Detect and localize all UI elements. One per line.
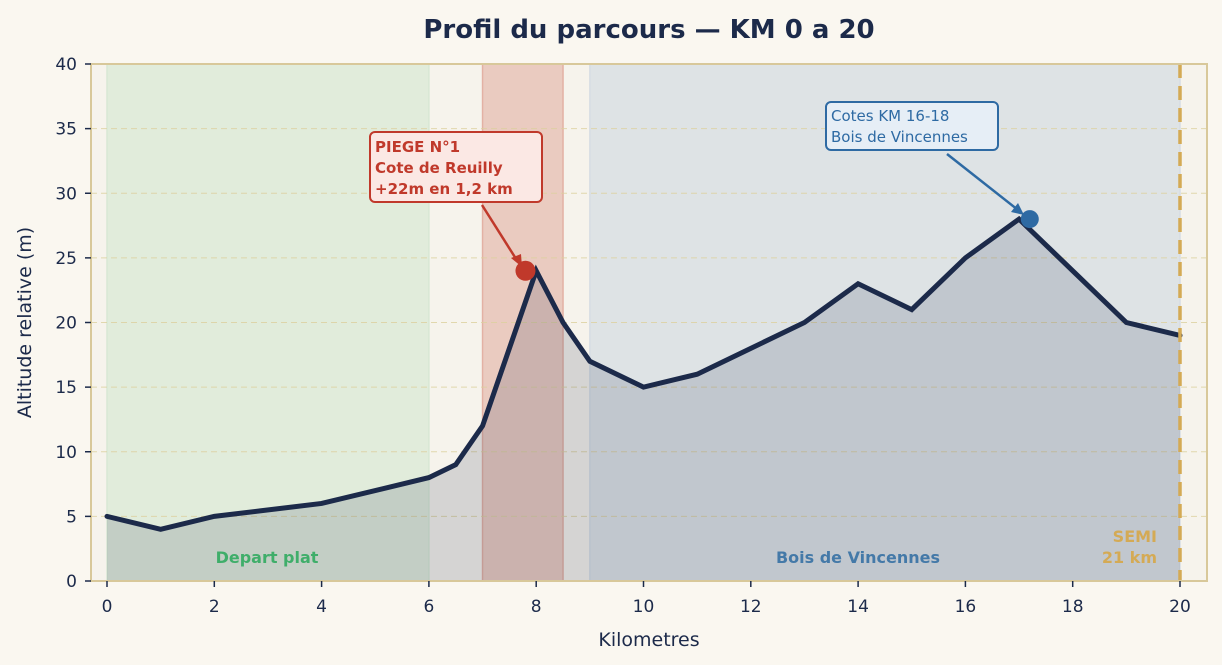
hills-arrow [946,153,1019,211]
y-tick-label: 10 [55,443,77,463]
x-tick-label: 12 [740,597,762,617]
hills-arrowhead [1011,203,1024,215]
y-tick-label: 30 [55,184,77,204]
x-tick-label: 4 [316,597,327,617]
altitude-line [104,215,1183,532]
trap-annotation-box [369,131,543,203]
trap-annotation-text: +22m en 1,2 km [375,180,513,198]
semi-label: SEMI [1113,527,1157,546]
trap-marker [515,260,536,281]
hills-annotation-box [825,101,999,151]
y-axis-label: Altitude relative (m) [14,227,36,418]
zone-label-bois: Bois de Vincennes [776,548,940,567]
y-tick-label: 35 [55,120,77,140]
x-tick-label: 14 [847,597,869,617]
zone-label-depart: Depart plat [216,548,319,567]
chart-title: Profil du parcours — KM 0 a 20 [423,15,874,45]
y-tick-label: 5 [66,507,77,527]
y-tick-label: 0 [66,572,77,592]
hills-annotation-text: Cotes KM 16-18 [831,107,949,125]
x-tick-label: 18 [1062,597,1084,617]
x-tick-label: 20 [1169,597,1191,617]
hills-annotation-text: Bois de Vincennes [831,128,968,146]
hills-marker [1020,210,1039,229]
trap-arrow [480,204,520,263]
y-tick-label: 25 [55,249,77,269]
x-tick-label: 6 [423,597,434,617]
y-tick-label: 20 [55,314,77,334]
x-tick-label: 2 [209,597,220,617]
x-axis-label: Kilometres [598,629,699,651]
x-tick-label: 10 [633,597,655,617]
x-tick-label: 8 [531,597,542,617]
y-tick-label: 15 [55,378,77,398]
trap-annotation-text: PIEGE N°1 [375,138,460,156]
y-tick-label: 40 [55,55,77,75]
semi-distance-label: 21 km [1102,548,1157,567]
trap-annotation-text: Cote de Reuilly [375,159,503,177]
x-tick-label: 16 [955,597,977,617]
x-tick-label: 0 [102,597,113,617]
